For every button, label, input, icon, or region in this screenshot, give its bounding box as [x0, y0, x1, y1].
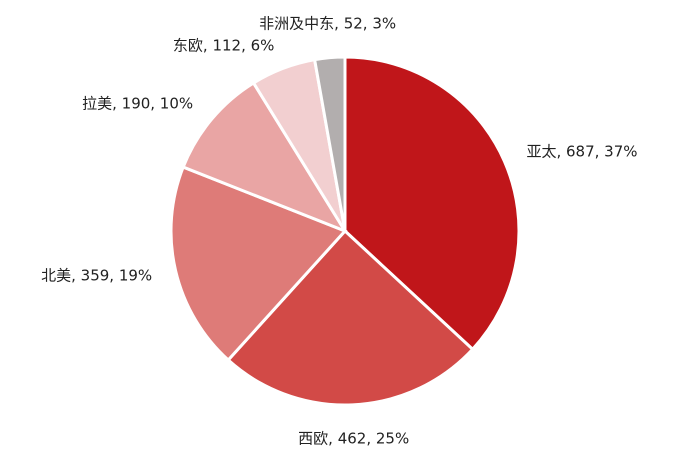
data-label: 拉美, 190, 10% [82, 94, 193, 112]
data-label: 非洲及中东, 52, 3% [259, 14, 396, 32]
pie-slice [226, 228, 475, 407]
pie-slice [181, 80, 349, 235]
pie-slice [343, 55, 521, 352]
data-label: 西欧, 462, 25% [298, 429, 409, 447]
data-label: 东欧, 112, 6% [173, 37, 275, 55]
pie-slice [312, 55, 347, 232]
data-label: 北美, 359, 19% [41, 267, 152, 285]
data-label: 亚太, 687, 37% [526, 142, 637, 160]
